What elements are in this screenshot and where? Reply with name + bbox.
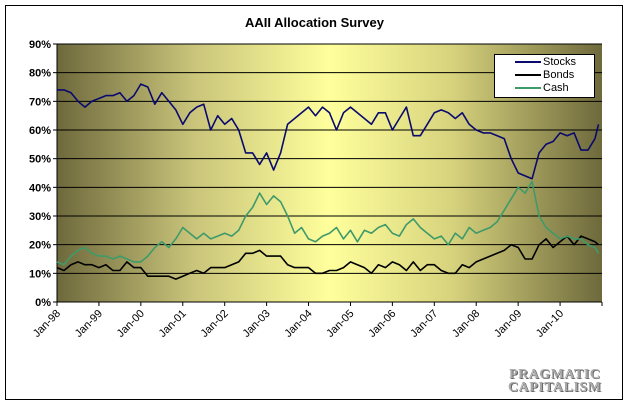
watermark-line: PRAGMATIC [509, 367, 601, 382]
y-tick-label: 40% [29, 182, 51, 194]
legend-label: Cash [543, 82, 569, 94]
y-tick-label: 10% [29, 268, 51, 280]
legend-item-stocks: Stocks [515, 56, 576, 69]
x-tick-label: Jan-07 [408, 308, 440, 340]
legend-item-bonds: Bonds [515, 69, 574, 82]
legend-label: Bonds [543, 69, 575, 81]
y-tick-label: 50% [29, 154, 51, 166]
y-tick-label: 90% [29, 39, 51, 51]
chart-title: AAII Allocation Survey [245, 15, 384, 30]
x-tick-label: Jan-04 [282, 308, 314, 340]
x-tick-label: Jan-98 [31, 308, 63, 340]
legend-item-cash: Cash [515, 82, 569, 95]
y-tick-label: 80% [29, 68, 51, 80]
x-tick-label: Jan-02 [199, 308, 231, 340]
x-tick-label: Jan-06 [366, 308, 398, 340]
y-tick-label: 70% [29, 96, 51, 108]
y-tick-label: 20% [29, 240, 51, 252]
x-tick-label: Jan-09 [492, 308, 524, 340]
x-tick-label: Jan-01 [157, 308, 189, 340]
series-line-bonds [56, 235, 600, 280]
series-line-cash [56, 180, 600, 266]
watermark-line: CAPITALISM [508, 380, 602, 395]
x-tick-label: Jan-08 [450, 308, 482, 340]
y-tick-label: 60% [29, 125, 51, 137]
legend: Stocks Bonds Cash [494, 54, 595, 98]
watermark-logo: PRAGMATIC CAPITALISM [508, 367, 602, 395]
y-tick-label: 30% [29, 211, 51, 223]
x-tick-label: Jan-00 [115, 308, 147, 340]
x-tick-label: Jan-10 [534, 308, 566, 340]
x-tick-label: Jan-99 [73, 308, 105, 340]
legend-label: Stocks [543, 56, 577, 68]
x-tick-label: Jan-03 [240, 308, 272, 340]
x-tick-label: Jan-05 [324, 308, 356, 340]
y-tick-label: 0% [35, 297, 51, 309]
series-line-stocks [57, 83, 600, 180]
